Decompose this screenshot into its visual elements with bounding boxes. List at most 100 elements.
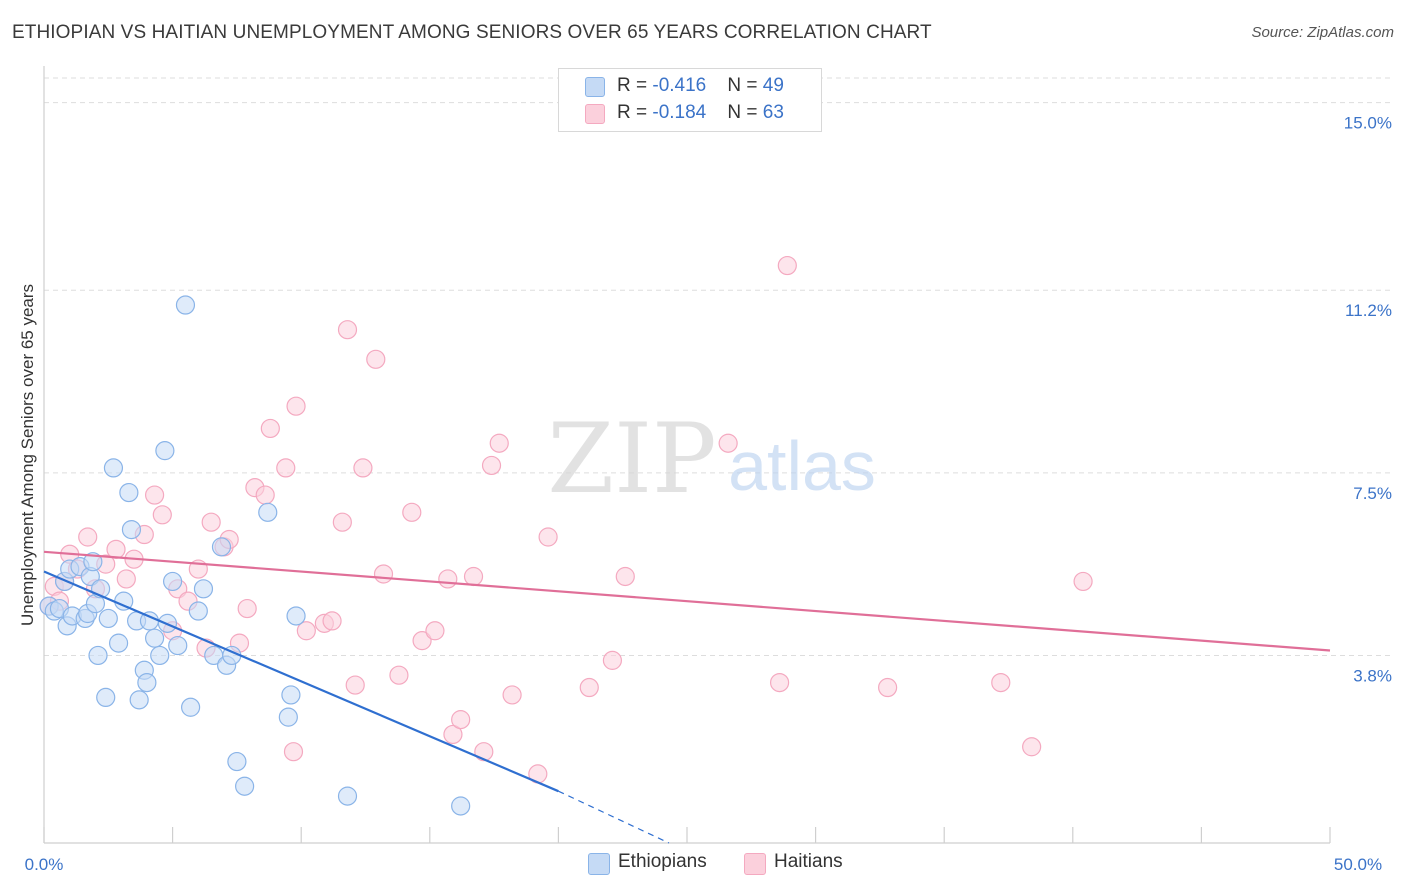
ethiopian-point [98, 608, 118, 629]
y-axis-title: Unemployment Among Seniors over 65 years [18, 284, 37, 626]
y-axis-title-group: Unemployment Among Seniors over 65 years [18, 284, 37, 626]
haitian-point [1022, 737, 1042, 757]
ethiopian-point [227, 751, 247, 772]
legend-r-label: R = [617, 102, 653, 123]
haitian-point [276, 458, 296, 478]
ethiopian-point [175, 295, 196, 315]
haitian-point [769, 672, 790, 693]
ethiopian-point [155, 441, 175, 461]
ethiopian-point [278, 707, 298, 727]
haitian-point [474, 742, 494, 762]
axes: 3.8% 7.5% 11.2% 15.0% 0.0% 50.0% [25, 66, 1392, 874]
legend-n-label: N = [727, 102, 763, 123]
grid-lines [44, 77, 1392, 656]
ethiopian-point [119, 482, 139, 503]
haitian-point [502, 685, 522, 705]
ethiopian-point [211, 537, 232, 557]
haitian-point [481, 455, 502, 476]
ethiopian-point [83, 552, 103, 572]
legend-r-value: -0.184 [652, 102, 707, 123]
haitian-point [286, 396, 306, 416]
ethiopian-point [451, 796, 471, 816]
haitian-point [538, 527, 558, 547]
haitian-point [373, 564, 394, 584]
ethiopian-point [235, 776, 255, 796]
ethiopian-point [129, 690, 149, 710]
haitian-point [451, 710, 471, 730]
haitian-point [463, 566, 484, 587]
haitian-point [332, 512, 352, 532]
haitian-point [237, 598, 257, 619]
haitian-point [201, 512, 221, 532]
haitian-point [425, 621, 445, 641]
haitian-point [402, 502, 422, 522]
y-tick-label: 11.2% [1345, 301, 1392, 320]
ethiopian-point [150, 645, 170, 666]
haitian-point [345, 675, 365, 695]
haitian-point [353, 458, 373, 478]
haitian-point [602, 650, 623, 670]
y-tick-label: 3.8% [1353, 666, 1392, 685]
haitian-point [337, 320, 358, 340]
haitian-trend-line [43, 550, 1331, 652]
haitian-point [116, 569, 136, 589]
haitian-point [152, 505, 172, 525]
haitian-point [366, 349, 386, 369]
ethiopian-point [144, 628, 165, 648]
haitian-point [255, 485, 275, 505]
haitian-point [144, 485, 165, 505]
haitian-point [991, 672, 1011, 693]
ethiopian-point [163, 571, 183, 592]
haitian-point [878, 677, 898, 698]
ethiopian-point [281, 685, 301, 705]
haitian-point [106, 539, 126, 559]
haitian-point [389, 665, 409, 685]
legend-n-value: 63 [762, 102, 784, 123]
ethiopian-point [286, 606, 306, 626]
haitian-point [1073, 571, 1093, 592]
chart-title: ETHIOPIAN VS HAITIAN UNEMPLOYMENT AMONG … [12, 22, 932, 43]
haitian-point [260, 418, 280, 439]
y-tick-label: 7.5% [1353, 484, 1392, 503]
legend-r-value: -0.416 [652, 75, 707, 96]
ethiopian-point [137, 672, 157, 693]
legend-r-label: R = [617, 75, 653, 96]
legend-n-label: N = [727, 75, 763, 96]
ethiopian-point [181, 697, 201, 717]
watermark-atlas: atlas [728, 427, 876, 505]
ethiopian-point [96, 687, 116, 708]
haitian-point [443, 724, 463, 745]
haitian-point [412, 631, 432, 651]
data-points [39, 255, 1093, 816]
haitian-point [296, 621, 316, 641]
x-tick-label-min: 0.0% [25, 855, 64, 874]
ethiopian-point [168, 635, 188, 656]
haitian-point [718, 433, 738, 453]
series-label-haitians: Haitians [774, 851, 843, 872]
correlation-legend: R = -0.416 N = 49 R = -0.184 N = 63 [558, 68, 822, 132]
ethiopian-trend-line [43, 570, 559, 793]
trend-lines [43, 550, 1331, 844]
haitian-point [283, 742, 304, 762]
watermark-zip: ZIP [547, 403, 716, 515]
haitian-point [615, 566, 635, 587]
y-tick-label: 15.0% [1344, 114, 1392, 133]
haitian-point [579, 677, 599, 698]
haitian-point [489, 433, 509, 453]
source-label: Source: ZipAtlas.com [1251, 24, 1394, 41]
ethiopian-point [88, 645, 108, 666]
haitian-point [438, 569, 458, 589]
ethiopian-point [337, 786, 358, 806]
legend-swatch-haitians [585, 104, 605, 124]
ethiopian-point [193, 579, 214, 599]
ethiopian-point [103, 458, 124, 478]
haitian-point [78, 527, 98, 547]
x-tick-label-max: 50.0% [1334, 855, 1382, 874]
ethiopian-point [121, 519, 142, 540]
haitian-point [777, 255, 797, 276]
ethiopian-trend-extension [558, 790, 670, 844]
haitian-point [322, 611, 342, 631]
series-swatch-haitians [744, 853, 766, 875]
ethiopian-point [108, 633, 129, 653]
